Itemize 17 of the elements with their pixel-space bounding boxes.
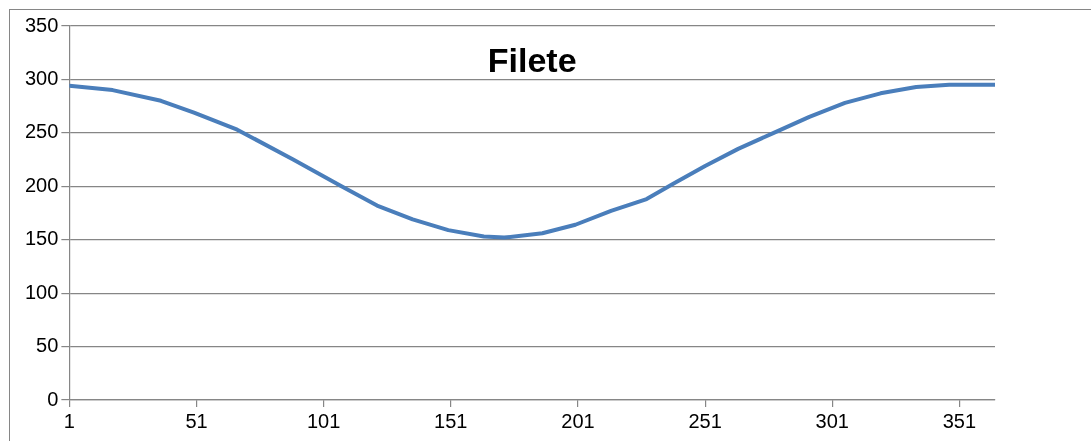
y-tick-label: 50 (36, 334, 59, 357)
x-tick-label: 151 (434, 409, 468, 432)
x-tick-label: 201 (561, 409, 595, 432)
x-tick-label: 351 (942, 409, 977, 432)
x-tick-label: 301 (815, 409, 849, 432)
x-tick-label: 1 (63, 409, 75, 432)
y-tick-label: 300 (24, 66, 59, 89)
y-tick-label: 350 (24, 13, 59, 36)
y-tick-label: 250 (24, 120, 59, 143)
y-tick-label: 200 (24, 173, 59, 196)
text: Filete (487, 41, 577, 80)
x-tick-label: 101 (306, 409, 341, 432)
x-tick-label: 51 (185, 409, 208, 432)
y-tick-label: 0 (47, 387, 59, 410)
x-tick-label: 251 (688, 409, 722, 432)
y-tick-label: 150 (24, 227, 59, 250)
y-tick-label: 100 (24, 280, 59, 303)
